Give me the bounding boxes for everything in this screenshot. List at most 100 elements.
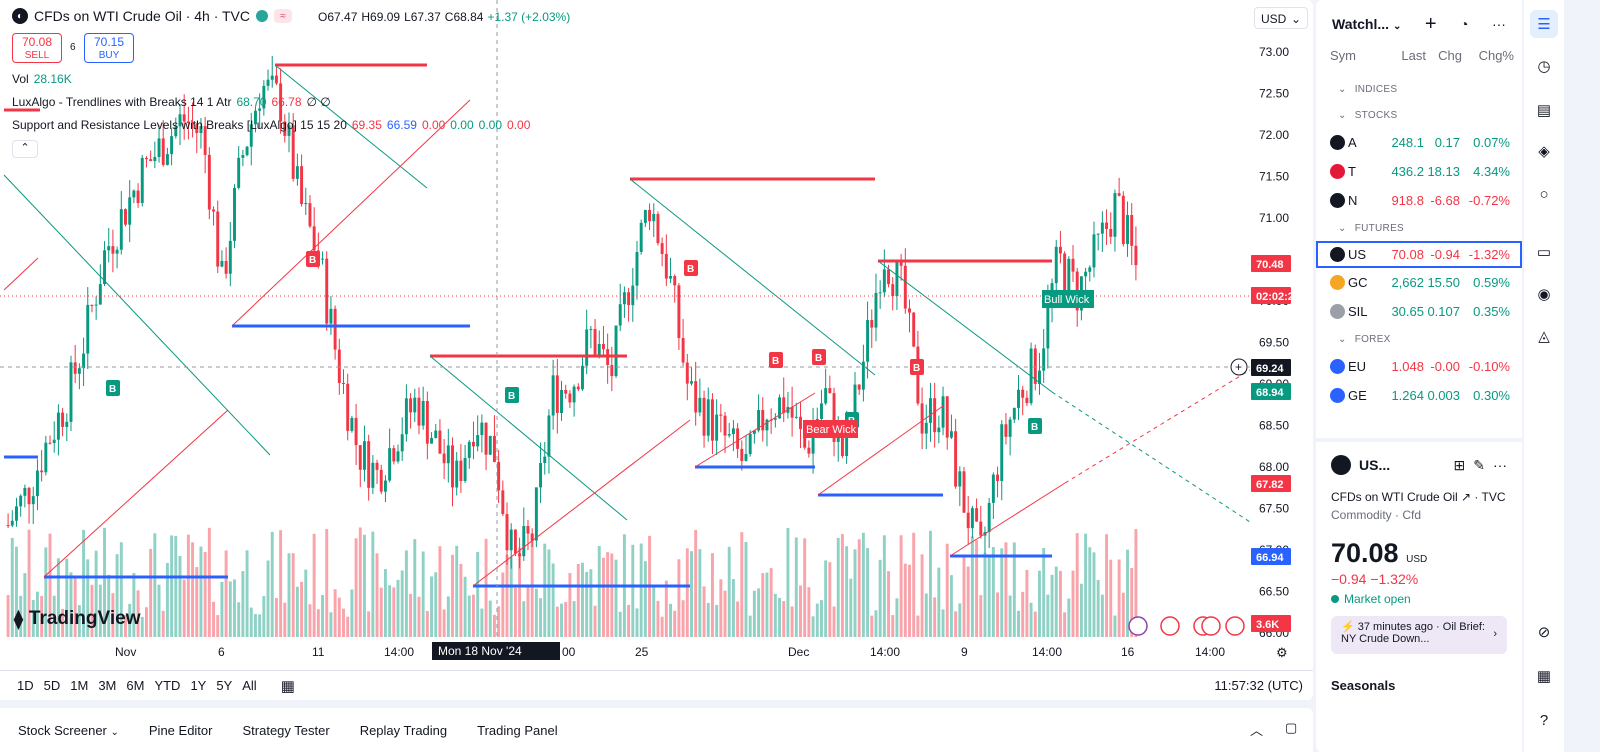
candle-body xyxy=(832,393,836,442)
tab-replay-trading[interactable]: Replay Trading xyxy=(359,722,448,738)
tab-stock-screener[interactable]: Stock Screener ⌄ xyxy=(18,723,119,738)
watchlist-row[interactable]: GC 2,662 15.50 0.59% xyxy=(1316,268,1522,297)
sell-button[interactable]: 70.08 SELL xyxy=(12,33,62,63)
volume-bar xyxy=(937,567,941,637)
range-all[interactable]: All xyxy=(242,678,257,693)
layers-icon[interactable]: ◈ xyxy=(1538,143,1550,160)
ohlc-open: O67.47 xyxy=(318,10,358,24)
col-last[interactable]: Last xyxy=(1401,48,1426,63)
more-icon[interactable]: ··· xyxy=(1491,16,1506,32)
watchlist-row[interactable]: T 436.2 18.13 4.34% xyxy=(1316,157,1522,186)
section-futures[interactable]: ⌄ FUTURES xyxy=(1316,215,1522,241)
bulb-icon[interactable]: ○ xyxy=(1539,185,1549,203)
candle-body xyxy=(480,422,484,436)
range-5d[interactable]: 5D xyxy=(43,678,61,693)
volume-legend[interactable]: Vol 28.16K xyxy=(12,72,72,86)
range-ytd[interactable]: YTD xyxy=(154,678,181,693)
detail-symbol[interactable]: US... xyxy=(1359,457,1391,473)
maximize-panel-icon[interactable]: ▢ xyxy=(1285,720,1298,735)
watchlist-row[interactable]: SIL 30.65 0.107 0.35% xyxy=(1316,297,1522,326)
symbol-title[interactable]: CFDs on WTI Crude Oil · 4h · TVC xyxy=(34,8,251,24)
more-icon[interactable]: ··· xyxy=(1493,457,1507,473)
tab-strategy-tester[interactable]: Strategy Tester xyxy=(242,722,330,738)
volume-bar xyxy=(333,589,337,637)
watchlist-icon[interactable]: ☰ xyxy=(1530,10,1558,38)
volume-bar xyxy=(878,559,882,637)
collapse-panel-icon[interactable]: ︿ xyxy=(1250,723,1264,738)
section-stocks[interactable]: ⌄ STOCKS xyxy=(1316,102,1522,128)
add-symbol-icon[interactable]: + xyxy=(1424,12,1437,35)
chat-icon[interactable]: ▭ xyxy=(1536,244,1552,261)
alarm-clock-icon[interactable]: ◷ xyxy=(1537,58,1551,75)
utc-clock[interactable]: 11:57:32 (UTC) xyxy=(1214,678,1303,693)
external-link-icon[interactable]: ↗ xyxy=(1461,490,1472,504)
chart-pane[interactable]: 73.0072.5072.0071.5071.0070.5070.0069.50… xyxy=(0,0,1313,700)
range-5y[interactable]: 5Y xyxy=(216,678,233,693)
time-axis-label: 9 xyxy=(961,645,968,659)
volume-bar xyxy=(1117,559,1121,637)
signal-icon[interactable]: ◉ xyxy=(1537,286,1551,303)
grid-icon[interactable]: ⊞ xyxy=(1453,456,1466,473)
watchlist-row[interactable]: GE 1.264 0.003 0.30% xyxy=(1316,381,1522,410)
target-icon[interactable]: ⊘ xyxy=(1537,624,1551,641)
watchlist-row[interactable]: EU 1.048 -0.00 -0.10% xyxy=(1316,352,1522,381)
col-chg[interactable]: Chg xyxy=(1438,48,1462,63)
candle-body xyxy=(874,292,878,328)
tab-trading-panel[interactable]: Trading Panel xyxy=(477,722,558,738)
price-axis-tag-label: 02:02:28 xyxy=(1256,291,1300,303)
row-symbol: GC xyxy=(1348,275,1368,290)
candle-body xyxy=(962,471,966,513)
range-1m[interactable]: 1M xyxy=(70,678,89,693)
watchlist-title[interactable]: Watchl... ⌄ xyxy=(1332,16,1401,32)
row-last: 918.8 xyxy=(1391,193,1424,208)
col-chg-pct[interactable]: Chg% xyxy=(1478,48,1514,63)
volume-bar xyxy=(866,547,870,637)
wave-icon[interactable]: ≈ xyxy=(274,9,293,23)
bell-icon[interactable]: ◬ xyxy=(1538,328,1550,345)
row-last: 1.264 xyxy=(1391,388,1424,403)
seasonals-heading[interactable]: Seasonals xyxy=(1331,678,1396,693)
volume-bar xyxy=(1063,612,1067,637)
candle-body xyxy=(597,344,601,355)
range-3m[interactable]: 3M xyxy=(98,678,117,693)
edit-icon[interactable]: ✎ xyxy=(1473,456,1485,473)
section-forex[interactable]: ⌄ FOREX xyxy=(1316,326,1522,352)
snr-legend[interactable]: Support and Resistance Levels with Break… xyxy=(12,118,530,132)
candle-body xyxy=(945,396,949,438)
candle-body xyxy=(840,426,844,457)
section-indices[interactable]: ⌄ INDICES xyxy=(1316,76,1522,102)
candle-body xyxy=(715,414,719,441)
add-alert-glyph: + xyxy=(1235,360,1242,374)
range-1d[interactable]: 1D xyxy=(17,678,34,693)
watchlist-row[interactable]: US 70.08 -0.94 -1.32% xyxy=(1316,241,1522,268)
luxalgo-trendlines-legend[interactable]: LuxAlgo - Trendlines with Breaks 14 1 At… xyxy=(12,95,331,109)
bull-wick-tag xyxy=(1042,290,1094,308)
news-item[interactable]: ⚡ 37 minutes ago · Oil Brief: NY Crude D… xyxy=(1331,616,1507,654)
volume-bar xyxy=(627,604,631,637)
candle-body xyxy=(321,258,325,260)
row-last: 1.048 xyxy=(1391,359,1424,374)
range-6m[interactable]: 6M xyxy=(126,678,145,693)
list-icon[interactable]: ▤ xyxy=(1536,102,1552,119)
range-1y[interactable]: 1Y xyxy=(190,678,207,693)
tab-pine-editor[interactable]: Pine Editor xyxy=(148,722,213,738)
candle-body xyxy=(241,155,245,158)
watchlist-columns: Sym Last Chg Chg% xyxy=(1316,48,1522,70)
volume-bar xyxy=(836,537,840,637)
advanced-view-icon[interactable]: ◔ xyxy=(1460,16,1469,32)
break-marker xyxy=(306,251,320,267)
volume-bar xyxy=(10,537,14,637)
watchlist-row[interactable]: N 918.8 -6.68 -0.72% xyxy=(1316,186,1522,215)
date-range-icon[interactable]: ▦ xyxy=(280,677,295,695)
price-chart[interactable]: 73.0072.5072.0071.5071.0070.5070.0069.50… xyxy=(0,0,1313,700)
watchlist-row[interactable]: A 248.1 0.17 0.07% xyxy=(1316,128,1522,157)
candle-body xyxy=(392,448,396,462)
buy-button[interactable]: 70.15 BUY xyxy=(84,33,134,63)
help-icon[interactable]: ? xyxy=(1539,711,1549,729)
currency-select[interactable]: USD ⌄ xyxy=(1254,7,1308,29)
symbol-icon xyxy=(1330,135,1345,150)
calendar-icon[interactable]: ▦ xyxy=(1536,668,1552,685)
candle-body xyxy=(86,304,90,354)
col-sym[interactable]: Sym xyxy=(1330,48,1356,63)
collapse-legend-button[interactable]: ⌃ xyxy=(12,140,38,158)
